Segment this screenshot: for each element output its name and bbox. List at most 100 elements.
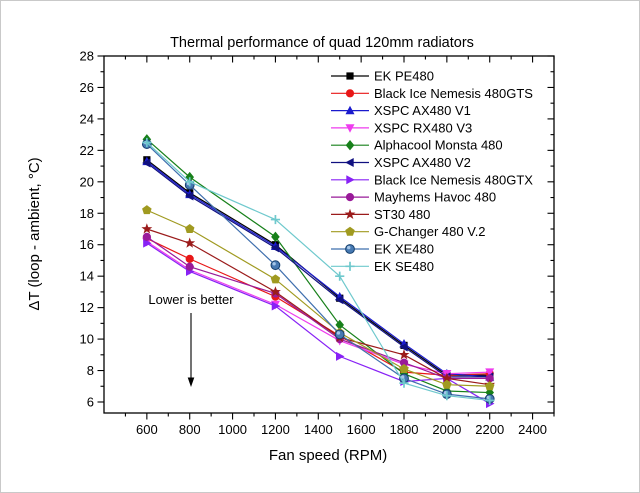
legend-entry-ek-xe480: EK XE480 <box>331 242 434 257</box>
x-tick-label: 2000 <box>432 422 461 437</box>
legend-label: G-Changer 480 V.2 <box>374 224 486 239</box>
x-tick-label: 800 <box>179 422 201 437</box>
legend-entry-ek-se480: EK SE480 <box>331 259 434 274</box>
diamond-marker <box>345 140 355 151</box>
circle-marker <box>345 193 355 202</box>
triangle-up-marker <box>345 105 355 115</box>
triangle-left-marker <box>334 295 344 305</box>
triangle-left-marker <box>270 243 280 253</box>
star-marker <box>441 372 453 384</box>
y-tick-label: 26 <box>80 80 94 95</box>
star-marker <box>270 286 281 297</box>
y-tick-label: 24 <box>80 111 94 126</box>
tick-labels: 600 800 1000 1200 1400 1600 1800 2000 2200 2400 6 8… <box>80 49 548 438</box>
y-tick-label: 28 <box>80 49 94 64</box>
legend-entry-xspc-ax480-v2: XSPC AX480 V2 <box>331 155 471 170</box>
legend-entry-xspc-rx480-v3: XSPC RX480 V3 <box>331 120 472 135</box>
pentagon-marker <box>399 363 409 374</box>
legend-label: EK XE480 <box>374 242 434 257</box>
x-tick-label: 1400 <box>304 422 333 437</box>
legend-entry-ek-pe480: EK PE480 <box>331 69 434 84</box>
star-marker <box>184 237 196 248</box>
x-axis-label: Fan speed (RPM) <box>269 447 387 464</box>
legend-entry-xspc-ax480-v1: XSPC AX480 V1 <box>331 103 471 118</box>
x-tick-label: 2400 <box>518 422 547 437</box>
legend-label: XSPC AX480 V1 <box>374 103 471 118</box>
y-axis-label: ΔT (loop - ambient, °C) <box>26 157 43 310</box>
pentagon-marker <box>345 226 355 236</box>
x-tick-label: 2200 <box>475 422 504 437</box>
x-tick-label: 1000 <box>218 422 247 437</box>
legend-label: EK PE480 <box>374 69 434 84</box>
legend-entry-st30-480: ST30 480 <box>331 207 430 222</box>
y-tick-label: 10 <box>80 332 94 347</box>
diamond-marker <box>335 319 345 331</box>
circle-marker <box>185 254 194 263</box>
circle-marker <box>345 89 355 98</box>
annotation-lower-is-better: Lower is better <box>148 292 234 307</box>
plus-marker <box>185 177 195 187</box>
legend-label: Mayhems Havoc 480 <box>374 190 496 205</box>
circle-marker <box>185 262 194 271</box>
legend-entry-mayhems-havoc-480: Mayhems Havoc 480 <box>331 190 496 205</box>
axis-ticks <box>97 55 555 420</box>
triangle-left-marker <box>184 191 194 201</box>
x-tick-label: 1200 <box>261 422 290 437</box>
legend-label: Black Ice Nemesis 480GTX <box>374 172 533 187</box>
y-tick-label: 6 <box>87 394 94 409</box>
legend-entry-black-ice-nemesis-480gtx: Black Ice Nemesis 480GTX <box>331 172 533 187</box>
plus-marker <box>442 391 452 401</box>
axes-box <box>103 55 555 414</box>
star-marker <box>344 208 356 220</box>
plus-marker <box>399 378 409 388</box>
legend-label: Alphacool Monsta 480 <box>374 138 503 153</box>
x-tick-label: 1600 <box>347 422 376 437</box>
circle-marker <box>399 358 409 367</box>
series-mayhems-havoc-480 <box>142 232 494 383</box>
plus-marker <box>485 395 495 406</box>
legend-label: EK SE480 <box>374 259 434 274</box>
legend-entry-alphacool-monsta-480: Alphacool Monsta 480 <box>331 138 503 153</box>
y-tick-label: 14 <box>80 269 94 284</box>
triangle-down-marker <box>485 368 495 377</box>
star-marker <box>398 349 410 360</box>
legend-entry-black-ice-nemesis-480gts: Black Ice Nemesis 480GTS <box>331 86 533 101</box>
legend-label: XSPC AX480 V2 <box>374 155 471 170</box>
plus-marker <box>345 261 355 271</box>
plus-marker <box>335 271 345 281</box>
x-tick-label: 600 <box>136 422 158 437</box>
plus-marker <box>270 214 281 225</box>
plot-area: 600 800 1000 1200 1400 1600 1800 2000 2200 2400 6 8… <box>80 49 555 438</box>
triangle-left-marker <box>399 342 408 352</box>
legend: EK PE480 Black Ice Nemesis 480GTS XSPC AX4… <box>331 69 533 274</box>
triangle-left-marker <box>345 158 354 167</box>
legend-label: XSPC RX480 V3 <box>374 120 472 135</box>
y-tick-label: 12 <box>80 300 94 315</box>
sphere-marker <box>334 329 345 340</box>
y-tick-label: 8 <box>87 363 94 378</box>
y-tick-label: 16 <box>80 237 94 252</box>
diamond-marker <box>271 231 280 243</box>
pentagon-marker <box>142 205 152 215</box>
circle-marker <box>485 374 494 383</box>
chart-title: Thermal performance of quad 120mm radiat… <box>170 35 474 51</box>
pentagon-marker <box>184 223 195 234</box>
plus-marker <box>142 137 152 148</box>
legend-label: Black Ice Nemesis 480GTS <box>374 86 533 101</box>
pentagon-marker <box>484 381 495 391</box>
y-tick-label: 20 <box>80 174 94 189</box>
pentagon-marker <box>442 379 452 389</box>
legend-entry-g-changer-480-v-2: G-Changer 480 V.2 <box>331 224 486 239</box>
triangle-down-marker <box>345 124 355 133</box>
pentagon-marker <box>270 274 281 284</box>
triangle-right-marker <box>143 238 152 248</box>
legend-label: ST30 480 <box>374 207 430 222</box>
series-ek-se480 <box>142 137 495 406</box>
sphere-marker <box>270 260 281 271</box>
circle-marker <box>142 232 151 241</box>
y-tick-label: 18 <box>80 206 94 221</box>
star-marker <box>141 223 153 234</box>
x-tick-label: 1800 <box>390 422 419 437</box>
sphere-marker <box>345 244 355 254</box>
